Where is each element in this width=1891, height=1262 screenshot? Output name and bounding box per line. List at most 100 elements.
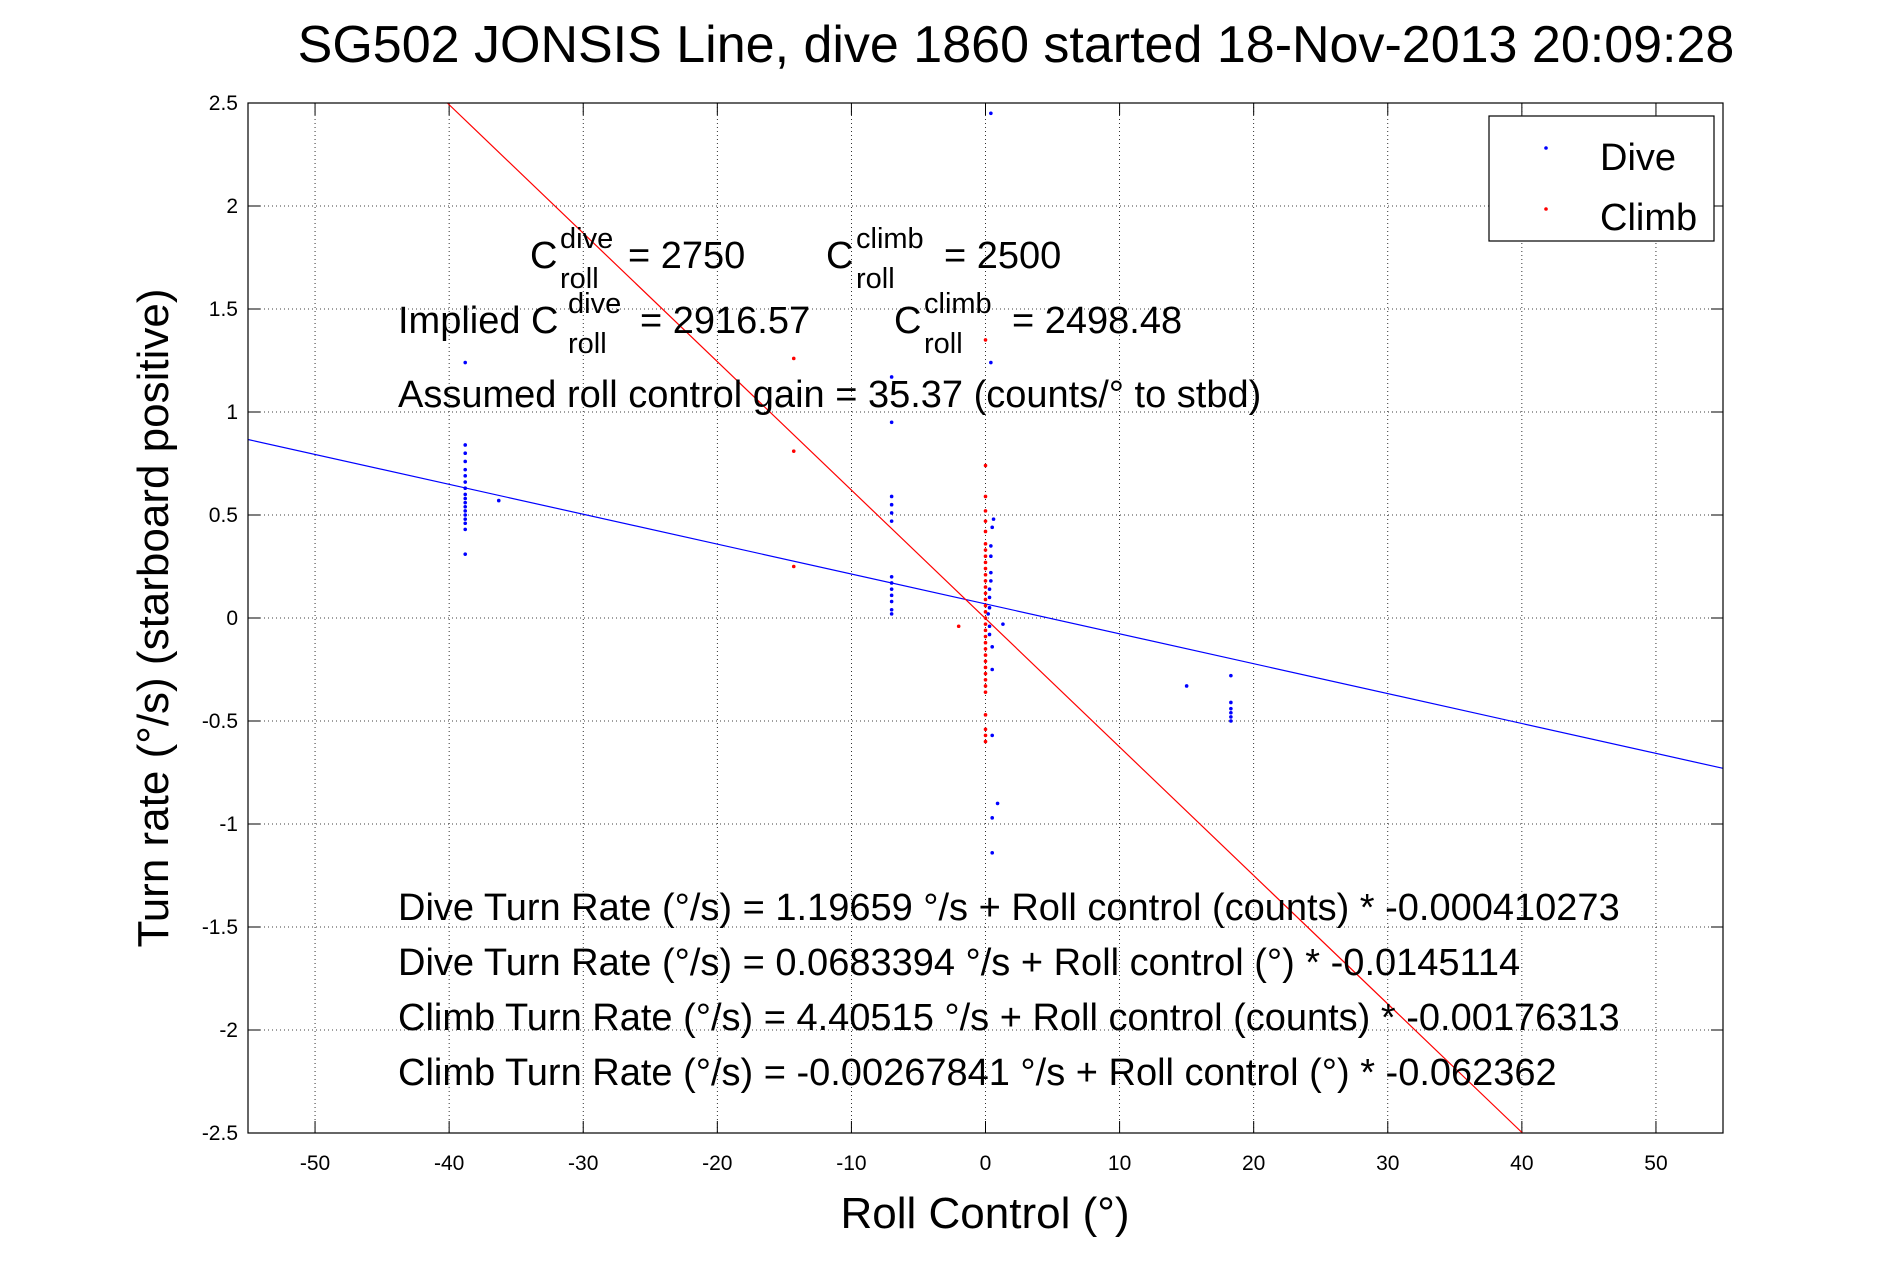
y-tick-label: 2.5	[209, 92, 238, 115]
implied-climb-symbol: C	[894, 300, 921, 342]
data-point-climb	[791, 356, 796, 361]
data-point-dive	[989, 111, 993, 116]
data-point-climb	[983, 665, 988, 670]
series-dive	[463, 111, 1233, 855]
data-point-dive	[990, 525, 995, 530]
data-point-climb	[983, 597, 988, 602]
data-point-climb	[983, 640, 988, 645]
x-tick-label: -10	[836, 1152, 866, 1175]
y-tick-label: 1	[226, 401, 238, 424]
climb-c-roll-annotation: Cclimb roll = 2500	[826, 223, 1061, 295]
y-tick-label: -1	[219, 813, 238, 836]
data-point-climb	[983, 671, 988, 676]
x-tick-label: 30	[1376, 1152, 1399, 1175]
dive-c-value: = 2750	[628, 235, 745, 277]
implied-dive-subscript: roll	[568, 328, 607, 360]
data-point-dive	[463, 517, 468, 521]
data-point-dive	[989, 570, 993, 575]
data-point-climb	[983, 739, 988, 744]
data-point-dive	[989, 544, 993, 548]
data-point-dive	[463, 360, 468, 365]
chart-title: SG502 JONSIS Line, dive 1860 started 18-…	[298, 16, 1735, 74]
x-tick-label: -40	[434, 1152, 464, 1175]
data-point-dive	[990, 851, 995, 855]
data-point-climb	[791, 564, 796, 569]
dive-c-subscript: roll	[560, 263, 599, 295]
gain-annotation: Assumed roll control gain = 35.37 (count…	[398, 374, 1261, 416]
grid	[248, 102, 1723, 1134]
legend-marker-dive	[1544, 146, 1548, 150]
data-point-dive	[463, 521, 468, 526]
data-point-climb	[983, 572, 988, 577]
data-point-dive	[463, 527, 468, 532]
data-point-climb	[983, 579, 988, 583]
data-points	[463, 111, 1233, 855]
implied-climb-annotation: Cclimb roll = 2498.48	[894, 288, 1182, 360]
data-point-dive	[990, 816, 995, 820]
data-point-climb	[983, 628, 988, 633]
data-point-climb	[983, 560, 988, 565]
data-point-dive	[889, 575, 894, 579]
equation-climb-counts: Climb Turn Rate (°/s) = 4.40515 °/s + Ro…	[398, 997, 1620, 1039]
equation-dive-counts: Dive Turn Rate (°/s) = 1.19659 °/s + Rol…	[398, 887, 1620, 929]
data-point-dive	[1229, 700, 1233, 705]
data-point-dive	[990, 667, 995, 672]
data-point-dive	[989, 579, 993, 583]
data-point-climb	[983, 610, 988, 614]
data-point-climb	[983, 684, 988, 688]
dive-c-superscript: dive	[560, 223, 613, 255]
data-point-dive	[991, 517, 996, 521]
dive-c-roll-annotation: Cdive roll = 2750	[530, 223, 745, 295]
y-tick-label: 2	[226, 195, 238, 218]
data-point-climb	[983, 548, 988, 552]
x-tick-label: -20	[702, 1152, 732, 1175]
data-point-dive	[889, 519, 894, 523]
data-point-dive	[987, 605, 992, 610]
data-point-climb	[983, 529, 988, 534]
data-point-climb	[791, 449, 796, 453]
data-point-climb	[983, 622, 988, 626]
data-point-climb	[983, 603, 988, 608]
implied-prefix: Implied C	[398, 300, 559, 342]
y-tick-label: 0	[226, 607, 238, 630]
data-point-dive	[1184, 684, 1189, 688]
data-point-climb	[983, 634, 988, 639]
y-tick-label: 0.5	[209, 504, 238, 527]
x-tick-label: 40	[1510, 1152, 1533, 1175]
data-point-climb	[983, 519, 988, 523]
data-point-dive	[889, 494, 894, 499]
data-point-dive	[990, 733, 995, 738]
data-point-dive	[989, 554, 993, 558]
dive-c-symbol: C	[530, 235, 557, 277]
annotations: Cdive roll = 2750 Cclimb roll= 2500 Implied…	[398, 223, 1620, 1094]
data-point-climb	[956, 624, 961, 629]
data-point-dive	[1229, 673, 1233, 678]
data-point-climb	[983, 463, 988, 468]
legend-marker-climb	[1544, 207, 1548, 211]
data-point-climb	[983, 616, 988, 620]
data-point-dive	[463, 474, 468, 478]
implied-climb-value: = 2498.48	[1012, 300, 1182, 342]
data-point-dive	[889, 420, 894, 425]
data-point-climb	[983, 678, 988, 682]
data-point-dive	[986, 612, 990, 616]
x-tick-label: -30	[568, 1152, 598, 1175]
data-point-climb	[983, 591, 988, 596]
x-tick-labels: -50 -40 -30 -20 -10 0 10 20 30 40 50	[300, 1152, 1668, 1175]
y-tick-label: -2.5	[202, 1122, 238, 1145]
data-point-climb	[983, 653, 988, 657]
data-point-dive	[889, 375, 894, 379]
data-point-climb	[983, 566, 988, 571]
data-point-dive	[463, 443, 468, 447]
data-point-dive	[889, 587, 894, 591]
x-tick-label: 10	[1108, 1152, 1131, 1175]
x-tick-label: 50	[1644, 1152, 1667, 1175]
data-point-climb	[983, 690, 988, 694]
data-point-dive	[463, 459, 468, 464]
y-tick-labels: -2.5 -2 -1.5 -1 -0.5 0 0.5 1 1.5 2 2.5	[202, 92, 238, 1145]
legend: Dive Climb	[1488, 115, 1715, 242]
data-point-climb	[983, 733, 988, 738]
implied-dive-annotation: Implied C dive roll = 2916.57	[398, 288, 810, 360]
data-point-dive	[1229, 710, 1233, 715]
